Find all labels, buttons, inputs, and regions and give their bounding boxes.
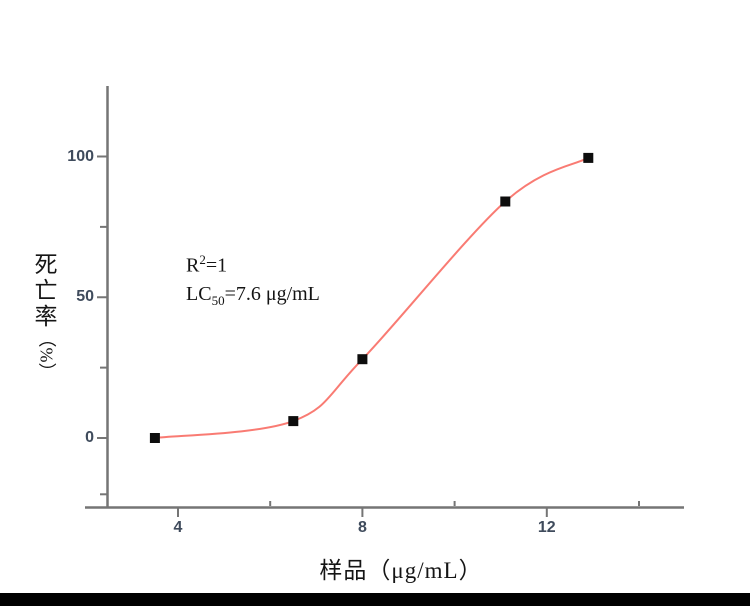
x-axis-title: 样品（μg/mL） — [319, 558, 483, 583]
data-point-marker — [288, 416, 299, 427]
bottom-black-bar — [0, 593, 750, 606]
x-tick-label: 4 — [173, 519, 183, 536]
y-axis-title-char: 率 — [34, 304, 58, 329]
y-axis-title-unit: （%） — [36, 329, 56, 381]
y-axis-title: 死 亡 率 （%） — [31, 252, 61, 381]
fit-annotation: R2=1 LC50=7.6 μg/mL — [186, 246, 320, 315]
x-tick-label: 12 — [537, 519, 556, 536]
y-axis-title-char: 死 — [34, 252, 58, 277]
r-squared-text: R2=1 — [186, 252, 228, 277]
data-point-marker — [500, 196, 511, 207]
x-tick-label: 8 — [357, 519, 367, 536]
data-point-marker — [583, 152, 594, 163]
y-tick-label: 100 — [67, 147, 94, 165]
y-tick-label: 0 — [85, 429, 94, 446]
lc50-text: LC50=7.6 μg/mL — [186, 282, 320, 308]
y-tick-label: 50 — [76, 288, 94, 306]
data-point-marker — [149, 433, 160, 443]
data-point-marker — [357, 354, 368, 365]
y-axis-title-char: 亡 — [34, 278, 58, 303]
